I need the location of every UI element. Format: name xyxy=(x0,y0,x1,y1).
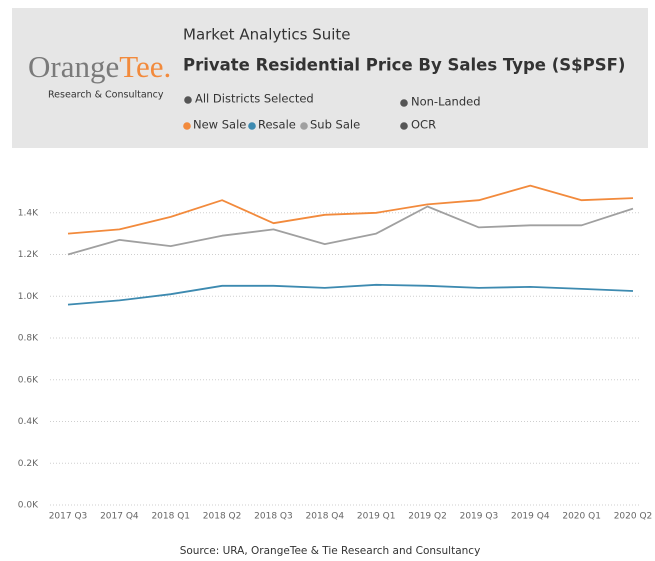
legend-dot xyxy=(183,122,191,130)
header-panel xyxy=(12,8,648,148)
filter-label: Non-Landed xyxy=(411,95,481,109)
logo: OrangeTee. xyxy=(28,49,171,84)
filter-dot xyxy=(184,96,192,104)
y-tick-label: 0.2K xyxy=(18,459,39,469)
logo-tagline: Research & Consultancy xyxy=(48,90,164,101)
legend-label: Resale xyxy=(258,118,296,132)
legend-dot xyxy=(300,122,308,130)
x-tick-label: 2017 Q4 xyxy=(100,512,139,522)
logo-part: Orange xyxy=(28,49,119,84)
x-tick-label: 2020 Q1 xyxy=(562,512,601,522)
source: Source: URA, OrangeTee & Tie Research an… xyxy=(180,545,481,557)
series-line xyxy=(67,283,634,306)
x-tick-label: 2019 Q4 xyxy=(511,512,550,522)
suite-name: Market Analytics Suite xyxy=(183,26,351,44)
chart-title: Private Residential Price By Sales Type … xyxy=(183,56,625,75)
x-tick-label: 2018 Q1 xyxy=(151,512,190,522)
filter-label: All Districts Selected xyxy=(195,92,314,106)
x-tick-label: 2017 Q3 xyxy=(49,512,88,522)
legend-label: New Sale xyxy=(193,118,246,132)
y-tick-label: 0.4K xyxy=(18,417,39,427)
filter-dot xyxy=(400,99,408,107)
legend-dot xyxy=(248,122,256,130)
legend-label: Sub Sale xyxy=(310,118,360,132)
filter-label: OCR xyxy=(411,118,436,132)
y-tick-label: 0.6K xyxy=(18,375,39,385)
x-tick-label: 2020 Q2 xyxy=(614,512,653,522)
y-tick-label: 1.4K xyxy=(18,208,39,218)
x-tick-label: 2018 Q4 xyxy=(306,512,345,522)
filter-dot xyxy=(400,122,408,130)
series-line xyxy=(67,205,634,256)
x-tick-label: 2019 Q1 xyxy=(357,512,396,522)
y-tick-label: 1.2K xyxy=(18,250,39,260)
y-tick-label: 0.8K xyxy=(18,334,39,344)
x-tick-label: 2018 Q3 xyxy=(254,512,293,522)
x-tick-label: 2019 Q2 xyxy=(408,512,447,522)
y-tick-label: 1.0K xyxy=(18,292,39,302)
x-tick-label: 2019 Q3 xyxy=(460,512,499,522)
logo-part: Tee. xyxy=(119,49,171,84)
x-tick-label: 2018 Q2 xyxy=(203,512,242,522)
y-tick-label: 0.0K xyxy=(18,501,39,511)
series-line xyxy=(67,184,634,235)
